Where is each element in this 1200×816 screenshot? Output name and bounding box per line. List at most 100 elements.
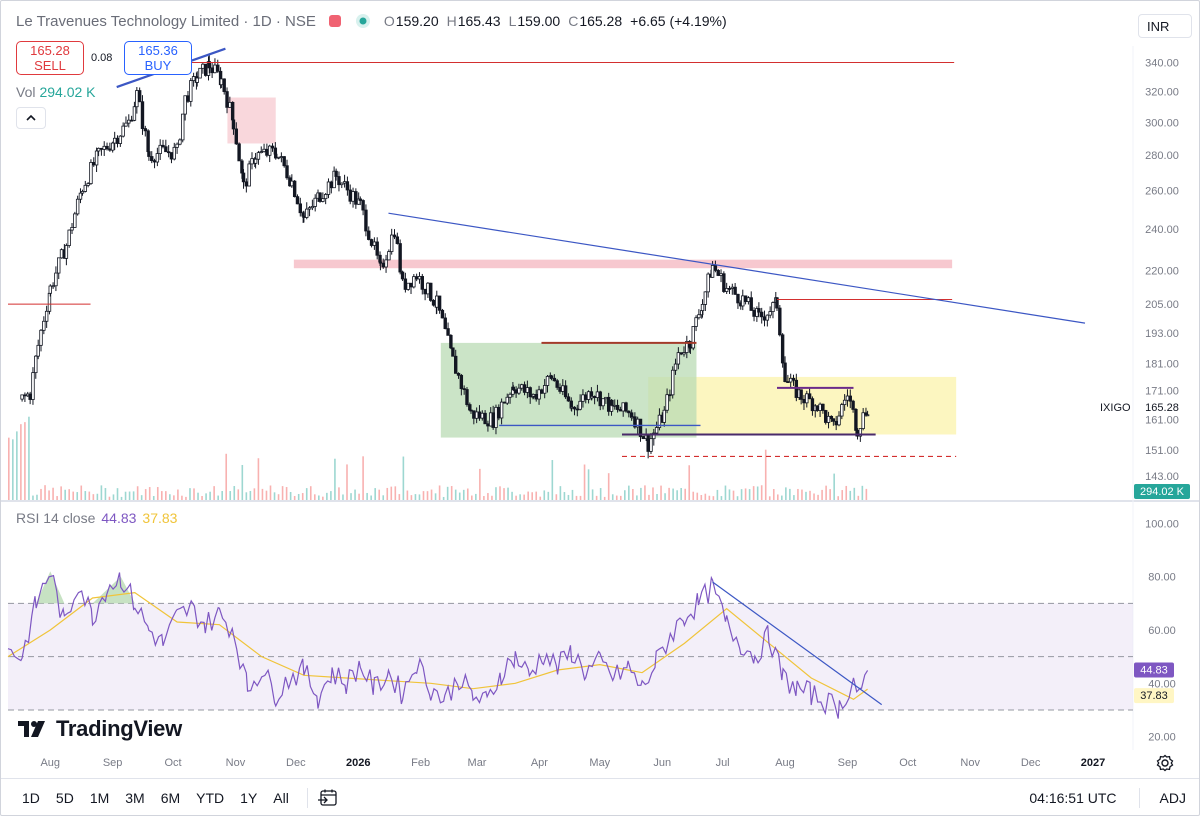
candle-body xyxy=(821,403,825,411)
volume-bar xyxy=(748,489,751,500)
price-axis-tick: 340.00 xyxy=(1145,58,1179,70)
volume-bar xyxy=(728,489,731,500)
range-1d[interactable]: 1D xyxy=(22,789,40,806)
candle-body xyxy=(92,162,96,166)
volume-bar xyxy=(619,495,622,500)
volume-bar xyxy=(853,487,856,500)
tradingview-logo[interactable]: TradingView xyxy=(18,716,182,742)
volume-bar xyxy=(781,495,783,500)
volume-bar xyxy=(24,422,26,500)
volume-bar xyxy=(680,487,682,500)
open-value: 159.20 xyxy=(395,13,439,29)
range-6m[interactable]: 6M xyxy=(160,789,181,806)
candle-body xyxy=(369,239,374,246)
candle-body xyxy=(86,183,90,186)
candle-body xyxy=(129,119,134,122)
volume-bar xyxy=(656,494,658,500)
candle-body xyxy=(456,372,461,376)
volume-bar xyxy=(801,489,803,500)
candle-body xyxy=(302,215,306,218)
volume-bar xyxy=(237,489,240,500)
volume-bar xyxy=(418,494,421,500)
candle-body xyxy=(298,203,302,214)
range-1y[interactable]: 1Y xyxy=(240,789,258,806)
candle-body xyxy=(615,404,620,410)
candle-body xyxy=(549,375,554,379)
volume-bar xyxy=(277,494,280,500)
volume-bar xyxy=(165,491,167,500)
range-all[interactable]: All xyxy=(273,789,289,806)
volume-bar xyxy=(313,494,316,500)
candle-body xyxy=(28,393,32,400)
candle-body xyxy=(75,198,80,215)
volume-bar xyxy=(471,495,473,500)
market-status-icon[interactable] xyxy=(354,12,372,30)
volume-bar xyxy=(833,473,835,500)
volume-bar xyxy=(434,493,437,500)
volume-bar xyxy=(632,489,634,500)
go-to-date-icon[interactable] xyxy=(317,789,338,807)
candle-body xyxy=(703,291,708,305)
volume-bar xyxy=(603,496,606,500)
candle-body xyxy=(150,156,154,162)
volume-bar xyxy=(402,456,405,500)
candle-body xyxy=(528,387,532,398)
candle-body xyxy=(279,156,284,158)
candle-body xyxy=(115,137,120,144)
volume-bar xyxy=(499,486,501,500)
rsi-ma-badge xyxy=(1134,688,1174,704)
candle-body xyxy=(638,418,643,437)
candle-body xyxy=(186,95,190,102)
clock-display[interactable]: 04:16:51 UTC xyxy=(1029,790,1117,806)
volume-bar xyxy=(305,488,308,500)
candle-body xyxy=(679,352,683,355)
range-1m[interactable]: 1M xyxy=(89,789,110,806)
volume-bar xyxy=(36,494,38,500)
volume-bar xyxy=(72,491,75,500)
volume-bar xyxy=(555,494,558,500)
volume-bar xyxy=(193,488,195,500)
open-label: O xyxy=(383,13,395,29)
volume-bar xyxy=(430,489,433,500)
range-5d[interactable]: 5D xyxy=(55,789,74,806)
volume-bar xyxy=(414,494,417,500)
volume-bar xyxy=(797,488,799,500)
volume-bar xyxy=(354,489,356,500)
volume-bar xyxy=(410,495,413,500)
currency-selector[interactable]: INR xyxy=(1138,14,1192,38)
candle-body xyxy=(824,410,828,423)
volume-bar xyxy=(716,489,719,500)
range-3m[interactable]: 3M xyxy=(125,789,145,806)
symbol-title[interactable]: Le Travenues Technology Limited · 1D · N… xyxy=(16,12,316,30)
candle-body xyxy=(143,128,147,132)
volume-bar xyxy=(575,495,578,500)
volume-bar xyxy=(152,496,155,500)
candle-body xyxy=(268,145,272,156)
settings-gear-icon[interactable] xyxy=(1156,754,1174,772)
candle-body xyxy=(765,314,770,321)
time-axis-tick: Dec xyxy=(1021,757,1041,769)
volume-bar xyxy=(285,487,288,500)
volume-bar xyxy=(660,485,662,500)
candle-body xyxy=(201,63,205,69)
candle-body xyxy=(545,376,550,386)
candle-body xyxy=(285,165,289,179)
volume-bar xyxy=(599,488,602,500)
volume-bar xyxy=(551,460,554,500)
volume-bar xyxy=(462,489,465,500)
time-axis-tick: Oct xyxy=(899,757,916,769)
volume-bar xyxy=(475,493,477,500)
time-axis-tick: Nov xyxy=(226,757,246,769)
collapse-legend-button[interactable] xyxy=(16,107,46,129)
volume-value: 294.02 K xyxy=(39,84,96,100)
range-ytd[interactable]: YTD xyxy=(196,789,225,806)
volume-bar xyxy=(527,491,529,500)
sell-button[interactable]: 165.28 SELL xyxy=(16,41,84,75)
flag-icon[interactable] xyxy=(326,12,344,30)
volume-bar xyxy=(458,492,461,500)
volume-bar xyxy=(523,494,525,500)
adjust-button[interactable]: ADJ xyxy=(1159,790,1186,806)
buy-button[interactable]: 165.36 BUY xyxy=(124,41,192,75)
candle-body xyxy=(313,197,317,207)
